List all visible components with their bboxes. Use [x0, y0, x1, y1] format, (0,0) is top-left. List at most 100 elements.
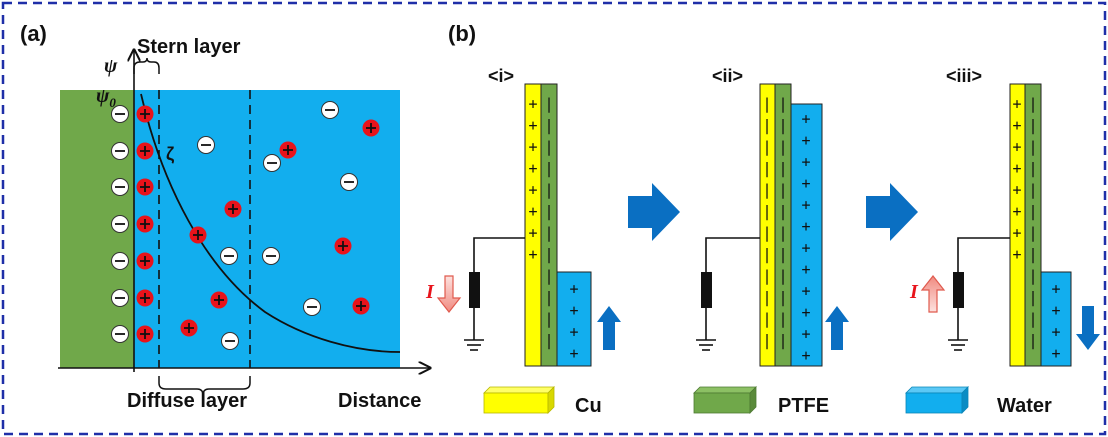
charge-minus: | [544, 246, 553, 264]
charge-minus: | [544, 332, 553, 350]
charge-plus: + [801, 218, 810, 236]
charge-minus: | [778, 117, 787, 135]
stage-i-current-arrow-down [436, 275, 462, 313]
charge-plus: + [1012, 117, 1021, 135]
diffuse-cation [362, 119, 380, 137]
diffuse-anion [221, 332, 239, 350]
diffuse-anion [340, 173, 358, 191]
charge-minus: | [544, 160, 553, 178]
charge-plus: + [528, 138, 537, 156]
stage-ii-resistor [701, 272, 712, 308]
charge-plus: + [1012, 181, 1021, 199]
stage-i-current-symbol: I [425, 281, 435, 303]
charge-plus: + [528, 203, 537, 221]
charge-minus: | [1028, 246, 1037, 264]
charge-minus: | [1028, 332, 1037, 350]
panel-b: (b) <i> + + + + + + + + | | | | | | | | | | | | + + + + I <ii> [425, 21, 1100, 417]
charge-plus: + [801, 347, 810, 365]
charge-plus: + [801, 325, 810, 343]
diffuse-cation [279, 141, 297, 159]
psi-axis-label: ψ [104, 55, 118, 77]
diffuse-cation [189, 226, 207, 244]
stern-cation [136, 252, 154, 270]
charge-minus: | [544, 95, 553, 113]
stage-iii-wire [957, 237, 1010, 272]
surface-anion [111, 142, 129, 160]
legend-ptfe: PTFE [693, 386, 829, 417]
stage-ii-charges: | | | | | | | | | | | | | | | | | | | | | | | | + + + + + + + + + + + + [762, 95, 810, 365]
diffuse-cation [334, 237, 352, 255]
stage-iii-resistor [953, 272, 964, 308]
diffuse-cation [224, 200, 242, 218]
zeta-label: ζ [166, 144, 174, 165]
distance-axis-label: Distance [338, 390, 421, 412]
charge-plus: + [528, 181, 537, 199]
charge-minus: | [778, 138, 787, 156]
charge-minus: | [544, 267, 553, 285]
charge-plus: + [1012, 138, 1021, 156]
diffuse-anion [220, 247, 238, 265]
charge-plus: + [1012, 246, 1021, 264]
stern-cation [136, 325, 154, 343]
legend-cu-label: Cu [575, 395, 602, 417]
stage-i-water-block [556, 271, 592, 367]
stage-ii: <ii> | | | | | | | | | | | | | | | | | | | | | | | | + + + + + + + + + + +… [696, 66, 849, 367]
stage-iii-label: <iii> [946, 66, 982, 86]
surface-anion [111, 178, 129, 196]
stage-iii-current-symbol: I [909, 281, 919, 303]
charge-plus: + [1012, 224, 1021, 242]
potential-curve [140, 93, 401, 353]
charge-minus: | [778, 332, 787, 350]
legend-cu: Cu [483, 386, 602, 417]
charge-plus: + [801, 282, 810, 300]
charge-minus: | [778, 95, 787, 113]
charge-plus: + [569, 345, 578, 363]
legend-water-label: Water [997, 395, 1052, 417]
stage-ii-ground-icon [696, 339, 716, 351]
charge-minus: | [1028, 224, 1037, 242]
stage-iii-ptfe-layer [1024, 83, 1042, 367]
panel-a: (a) ψ ψ0 Stern layer ζ Diffuse layer Dis… [20, 21, 430, 412]
charge-plus: + [528, 160, 537, 178]
charge-minus: | [1028, 267, 1037, 285]
diffuse-anion [303, 298, 321, 316]
stage-ii-water-block [790, 103, 823, 367]
charge-minus: | [778, 203, 787, 221]
charge-minus: | [762, 181, 771, 199]
charge-minus: | [778, 160, 787, 178]
panel-a-label: (a) [20, 21, 47, 46]
stern-layer-bracket [133, 57, 160, 74]
solution-region [134, 90, 400, 368]
diffuse-layer-bracket [158, 376, 251, 396]
charge-minus: | [762, 203, 771, 221]
charge-minus: | [1028, 203, 1037, 221]
charge-minus: | [778, 289, 787, 307]
surface-anion [111, 252, 129, 270]
charge-plus: + [801, 175, 810, 193]
charge-plus: + [569, 302, 578, 320]
diffuse-anion [321, 101, 339, 119]
charge-minus: | [544, 181, 553, 199]
stage-i-ptfe-layer [540, 83, 558, 367]
diffuse-cation [180, 319, 198, 337]
surface-anion [111, 105, 129, 123]
charge-minus: | [762, 289, 771, 307]
charge-minus: | [762, 224, 771, 242]
stern-cation [136, 142, 154, 160]
charge-minus: | [544, 138, 553, 156]
diffuse-cation [210, 291, 228, 309]
stern-cation [136, 215, 154, 233]
charge-plus: + [1012, 160, 1021, 178]
charge-minus: | [778, 267, 787, 285]
psi0-label: ψ0 [96, 85, 116, 110]
charge-plus: + [528, 224, 537, 242]
charge-plus: + [801, 110, 810, 128]
charge-minus: | [544, 310, 553, 328]
ion-layer [111, 101, 380, 350]
diffuse-cation [352, 297, 370, 315]
panel-b-label: (b) [448, 21, 476, 46]
charge-minus: | [762, 332, 771, 350]
stage-i-flow-up-arrow [597, 306, 621, 350]
diffuse-anion [197, 136, 215, 154]
